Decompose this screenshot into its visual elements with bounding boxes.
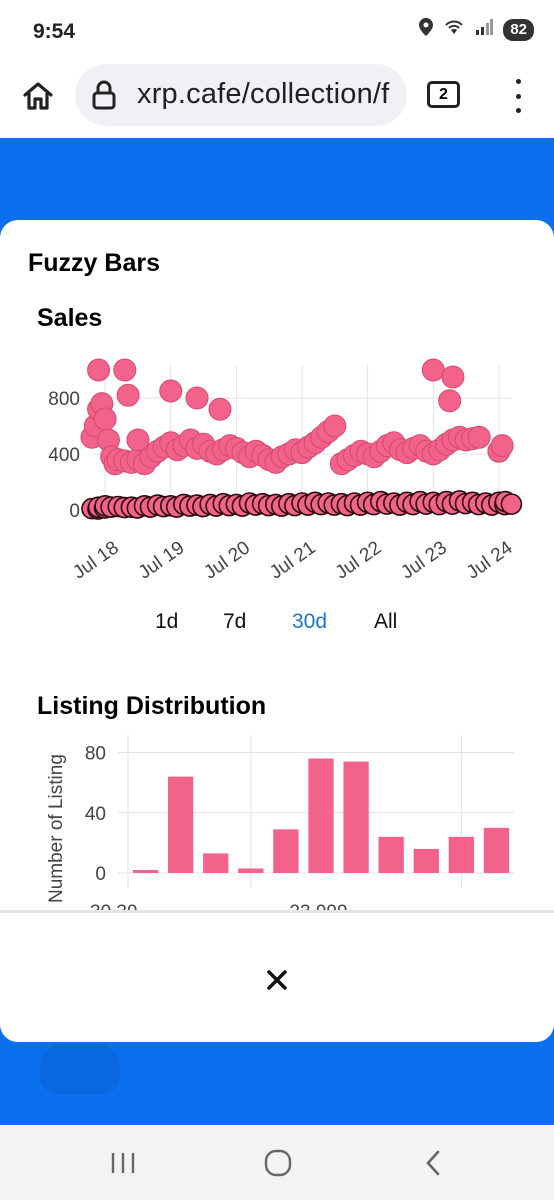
stats-modal: Fuzzy Bars Sales 0 400 800 Jul 18 Jul 19 Jul … [0, 220, 554, 1042]
distribution-bar [132, 869, 159, 873]
menu-dot [515, 93, 521, 99]
sale-point [126, 428, 150, 452]
battery-indicator: 82 [503, 18, 534, 41]
distribution-bar [308, 758, 334, 873]
y-axis-label: Number of Listing [46, 754, 67, 903]
page-background-shape [40, 1045, 120, 1095]
sales-title: Sales [37, 304, 103, 332]
y-tick-label: 0 [95, 864, 106, 885]
modal-footer [0, 910, 554, 1042]
distribution-bar [448, 836, 474, 873]
home-icon [23, 82, 53, 110]
sale-point [87, 358, 111, 382]
wifi-icon [443, 18, 465, 41]
sale-point [490, 434, 514, 458]
y-tick-label: 80 [85, 744, 106, 765]
system-nav-bar [0, 1126, 554, 1200]
distribution-bar [343, 761, 369, 873]
distribution-bar [168, 776, 194, 873]
y-tick-label: 40 [85, 804, 106, 825]
sale-point [500, 493, 523, 515]
sale-point [438, 389, 462, 413]
distribution-bar [483, 827, 510, 873]
location-icon [419, 18, 434, 41]
back-icon [426, 1150, 440, 1176]
close-icon [267, 970, 287, 990]
home-nav-button[interactable] [258, 1146, 298, 1180]
signal-icon [475, 18, 494, 41]
sale-point [113, 358, 137, 382]
sale-point [467, 425, 491, 449]
distribution-bar [413, 848, 439, 873]
y-tick-label: 0 [69, 501, 80, 522]
sale-point [116, 383, 140, 407]
sale-point [185, 386, 209, 410]
back-nav-button[interactable] [413, 1146, 453, 1180]
range-1d-button[interactable]: 1d [155, 610, 179, 633]
home-button[interactable] [18, 76, 58, 116]
more-menu-button[interactable] [508, 79, 528, 113]
modal-title: Fuzzy Bars [28, 249, 160, 277]
url-text: xrp.cafe/collection/f [137, 78, 390, 110]
status-time: 9:54 [33, 20, 76, 43]
y-tick-label: 800 [48, 389, 80, 410]
sale-point [208, 397, 232, 421]
recent-apps-icon [111, 1153, 135, 1173]
url-field[interactable]: xrp.cafe/collection/f [75, 64, 407, 126]
sale-point [441, 365, 465, 389]
recent-apps-button[interactable] [103, 1146, 143, 1180]
y-tick-label: 400 [48, 445, 80, 466]
menu-dot [515, 108, 521, 113]
home-circle-icon [264, 1149, 292, 1177]
tab-switcher-button[interactable]: 2 [427, 81, 460, 108]
lock-icon [91, 80, 117, 115]
time-range-selector: 1d 7d 30d All [140, 610, 410, 640]
distribution-title: Listing Distribution [37, 692, 267, 720]
distribution-bar [273, 829, 299, 873]
sale-point [323, 414, 347, 438]
status-bar: 9:54 82 [0, 0, 554, 62]
range-30d-button[interactable]: 30d [292, 610, 328, 633]
range-all-button[interactable]: All [374, 610, 398, 633]
distribution-bar [238, 868, 264, 873]
browser-toolbar: xrp.cafe/collection/f 2 [0, 62, 554, 138]
close-button[interactable] [262, 965, 292, 995]
distribution-bar [203, 853, 229, 873]
range-7d-button[interactable]: 7d [223, 610, 247, 633]
menu-dot [515, 79, 521, 84]
distribution-bar [378, 836, 404, 873]
sale-point [159, 379, 183, 403]
status-icons: 82 [419, 18, 534, 41]
